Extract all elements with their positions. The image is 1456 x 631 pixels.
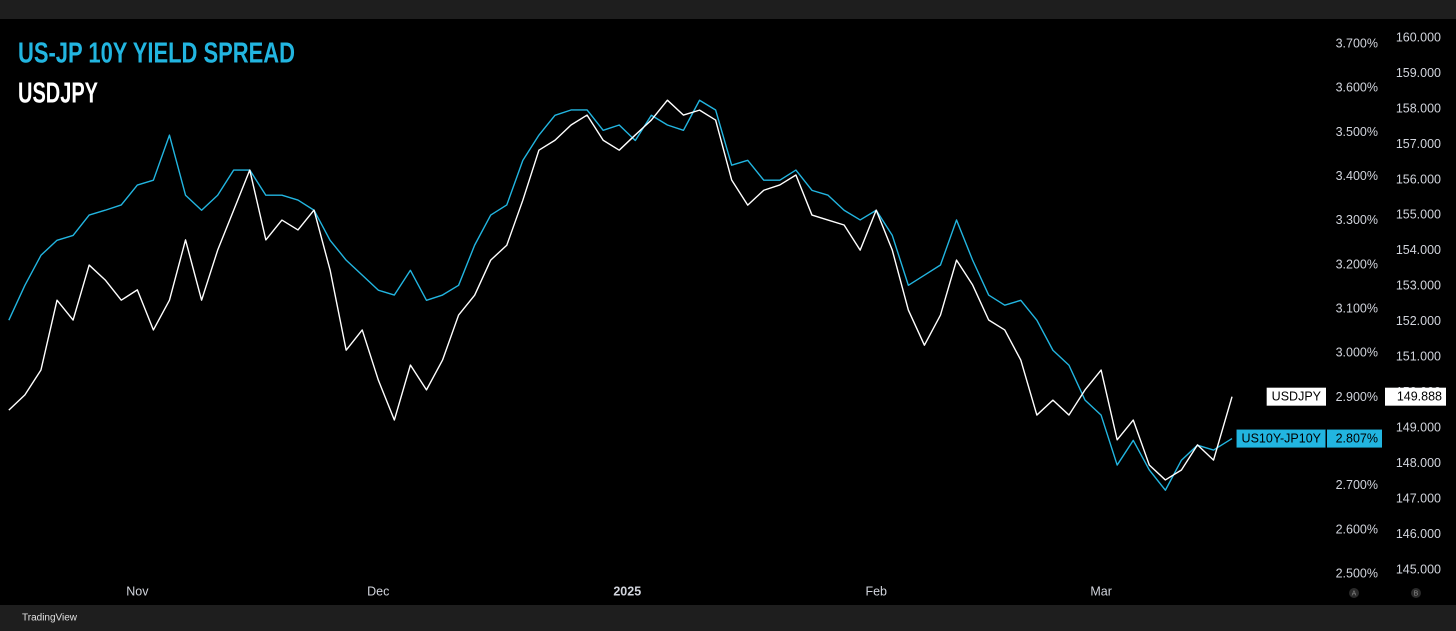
tag-value: 2.807%: [1336, 431, 1378, 445]
y2-tick-label: 155.000: [1396, 208, 1441, 222]
y-tick-label: 3.600%: [1336, 81, 1378, 95]
tag-name-box: [1266, 387, 1326, 406]
y2-tick-label: 159.000: [1396, 66, 1441, 80]
y2-tick-label: 145.000: [1396, 562, 1441, 576]
chart-area: [0, 19, 1456, 605]
y-tick-label: 3.200%: [1336, 257, 1378, 271]
y-tick-label: 2.900%: [1336, 390, 1378, 404]
y-tick-label: 3.500%: [1336, 125, 1378, 139]
y-tick-label: 3.300%: [1336, 213, 1378, 227]
y2-tick-label: 146.000: [1396, 527, 1441, 541]
y2-tick-label: 160.000: [1396, 30, 1441, 44]
y-tick-label: 2.600%: [1336, 522, 1378, 536]
y2-tick-label: 154.000: [1396, 243, 1441, 257]
series-line: [8, 99, 1233, 481]
y-tick-label: 2.500%: [1336, 566, 1378, 580]
x-tick-label: Mar: [1090, 584, 1112, 598]
y2-tick-label: 157.000: [1396, 137, 1441, 151]
tag-value-box: [1385, 387, 1446, 406]
tag-value-box: [1327, 429, 1382, 448]
x-tick-label: Dec: [367, 584, 389, 598]
y2-tick-label: 158.000: [1396, 101, 1441, 115]
chart-subtitle: USDJPY: [18, 78, 98, 110]
y-tick-label: 2.700%: [1336, 478, 1378, 492]
scale-button[interactable]: [1411, 588, 1421, 598]
y2-tick-label: 153.000: [1396, 279, 1441, 293]
y-tick-label: 3.400%: [1336, 169, 1378, 183]
tag-name-box: [1236, 429, 1326, 448]
x-tick-label: 2025: [613, 584, 641, 598]
tag-name: US10Y-JP10Y: [1242, 431, 1322, 445]
y2-tick-label: 156.000: [1396, 172, 1441, 186]
scale-button[interactable]: [1349, 588, 1359, 598]
y2-tick-label: 152.000: [1396, 314, 1441, 328]
tag-value: 149.888: [1397, 389, 1442, 403]
scale-button-label[interactable]: B: [1414, 590, 1419, 597]
x-tick-label: Nov: [126, 584, 149, 598]
y-tick-label: 3.000%: [1336, 346, 1378, 360]
y2-tick-label: 148.000: [1396, 456, 1441, 470]
y2-tick-label: 147.000: [1396, 491, 1441, 505]
y-tick-label: 3.100%: [1336, 301, 1378, 315]
chart-title: US-JP 10Y YIELD SPREAD: [18, 38, 295, 70]
scale-button-label[interactable]: A: [1352, 590, 1357, 597]
y2-tick-label: 151.000: [1396, 350, 1441, 364]
plot: [8, 99, 1233, 491]
tag-name: USDJPY: [1272, 389, 1322, 403]
y-tick-label: 3.700%: [1336, 36, 1378, 50]
series-line: [8, 99, 1233, 491]
logo: TradingView: [22, 613, 78, 624]
y2-tick-label: 149.000: [1396, 420, 1441, 434]
x-tick-label: Feb: [865, 584, 887, 598]
